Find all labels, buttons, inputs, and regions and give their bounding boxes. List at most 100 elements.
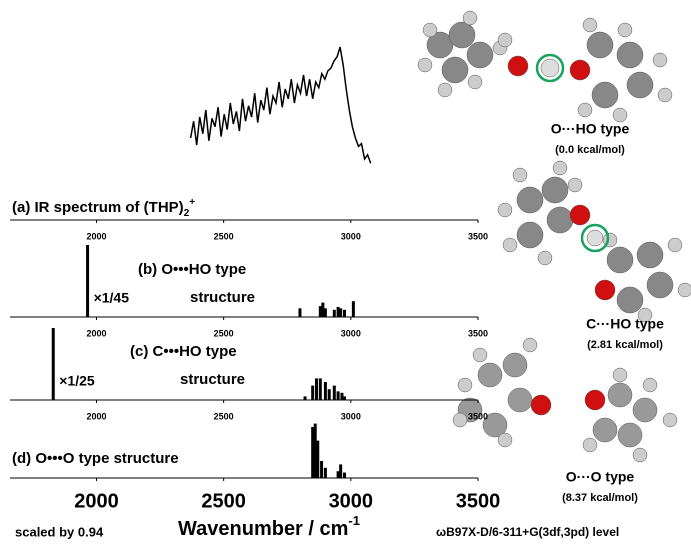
panel-title: (d) O•••O type structure — [12, 450, 179, 467]
structure-label: C···HO type — [586, 316, 664, 332]
molecules — [418, 11, 691, 462]
panel-title-sup: + — [189, 197, 195, 208]
atom — [473, 348, 487, 362]
panel-title: (c) C•••HO type — [130, 343, 237, 360]
atom — [578, 103, 592, 117]
atom — [618, 23, 632, 37]
structure-energy: (2.81 kcal/mol) — [587, 339, 663, 351]
atom — [587, 230, 603, 246]
x-tick-label: 2500 — [214, 411, 234, 421]
atom — [570, 60, 590, 80]
atom — [449, 22, 475, 48]
atom — [663, 413, 677, 427]
atom — [643, 378, 657, 392]
x-axis-title: Wavenumber / cm-1 — [178, 513, 360, 540]
x-tick-label: 3500 — [468, 411, 488, 421]
panel-title-main: (b) O•••HO type — [138, 261, 246, 278]
atom — [637, 242, 663, 268]
atom — [608, 383, 632, 407]
atom — [503, 353, 527, 377]
atom — [633, 448, 647, 462]
x-axis-title-sup: -1 — [348, 513, 360, 528]
panel-title-sub: 2 — [184, 208, 190, 219]
atom — [508, 388, 532, 412]
x-axis-title-main: Wavenumber / cm — [178, 518, 348, 540]
atom — [498, 203, 512, 217]
x-tick-label: 3000 — [341, 328, 361, 338]
atom — [613, 368, 627, 382]
atom — [531, 395, 551, 415]
scale-label: ×1/45 — [94, 290, 130, 306]
atom — [453, 413, 467, 427]
structure-energy: (8.37 kcal/mol) — [562, 492, 638, 504]
atom — [583, 438, 597, 452]
atom — [617, 42, 643, 68]
x-tick-label: 2000 — [86, 328, 106, 338]
atom — [668, 238, 682, 252]
atom — [523, 338, 537, 352]
atom — [517, 187, 543, 213]
atom — [592, 82, 618, 108]
x-tick-label: 2000 — [74, 490, 119, 512]
panel-title-line2: structure — [190, 289, 255, 306]
atom — [513, 168, 527, 182]
atom — [508, 56, 528, 76]
structure-energy: (0.0 kcal/mol) — [555, 144, 625, 156]
atom — [547, 207, 573, 233]
x-tick-label: 3500 — [456, 490, 501, 512]
atom — [618, 423, 642, 447]
figure: scaled by 0.94 Wavenumber / cm-1 ωB97X-D… — [0, 0, 691, 550]
atom — [503, 238, 517, 252]
atom — [627, 72, 653, 98]
x-tick-label: 3000 — [329, 490, 374, 512]
x-tick-label: 2500 — [214, 231, 234, 241]
spectrum-line — [191, 47, 371, 163]
atom — [568, 178, 582, 192]
atom — [542, 177, 568, 203]
atom — [653, 53, 667, 67]
x-tick-label: 2500 — [201, 490, 246, 512]
x-tick-label: 2000 — [86, 411, 106, 421]
atom — [418, 58, 432, 72]
atom — [647, 272, 673, 298]
atom — [587, 32, 613, 58]
x-tick-label: 2500 — [214, 328, 234, 338]
panel-title: (b) O•••HO type — [138, 261, 246, 278]
x-tick-label: 2000 — [86, 231, 106, 241]
atom — [595, 280, 615, 300]
x-tick-label: 3500 — [468, 231, 488, 241]
atom — [633, 398, 657, 422]
atom — [442, 57, 468, 83]
atom — [585, 390, 605, 410]
atom — [583, 18, 597, 32]
panel-title: (a) IR spectrum of (THP)2+ — [12, 197, 195, 219]
atom — [570, 205, 590, 225]
note-left: scaled by 0.94 — [15, 524, 104, 539]
atom — [517, 222, 543, 248]
atom — [617, 287, 643, 313]
panel-title-main: (c) C•••HO type — [130, 343, 237, 360]
atom — [541, 59, 559, 77]
x-tick-label: 3000 — [341, 231, 361, 241]
atom — [438, 83, 452, 97]
atom — [678, 283, 691, 297]
atom — [593, 418, 617, 442]
structure-label: O···O type — [566, 469, 635, 485]
panel-title-main: (d) O•••O type structure — [12, 450, 179, 467]
panel-title-line2: structure — [180, 371, 245, 388]
atom — [538, 251, 552, 265]
x-tick-label: 3000 — [341, 411, 361, 421]
atom — [463, 11, 477, 25]
atom — [658, 88, 672, 102]
atom — [498, 433, 512, 447]
atom — [607, 247, 633, 273]
note-right: ωB97X-D/6-311+G(3df,3pd) level — [436, 525, 619, 539]
x-tick-label: 3500 — [468, 328, 488, 338]
panel-title-main: (a) IR spectrum of (THP) — [12, 199, 184, 216]
atom — [498, 33, 512, 47]
structure-label: O···HO type — [551, 121, 630, 137]
atom — [468, 75, 482, 89]
atom — [553, 161, 567, 175]
scale-label: ×1/25 — [59, 373, 95, 389]
atom — [423, 23, 437, 37]
